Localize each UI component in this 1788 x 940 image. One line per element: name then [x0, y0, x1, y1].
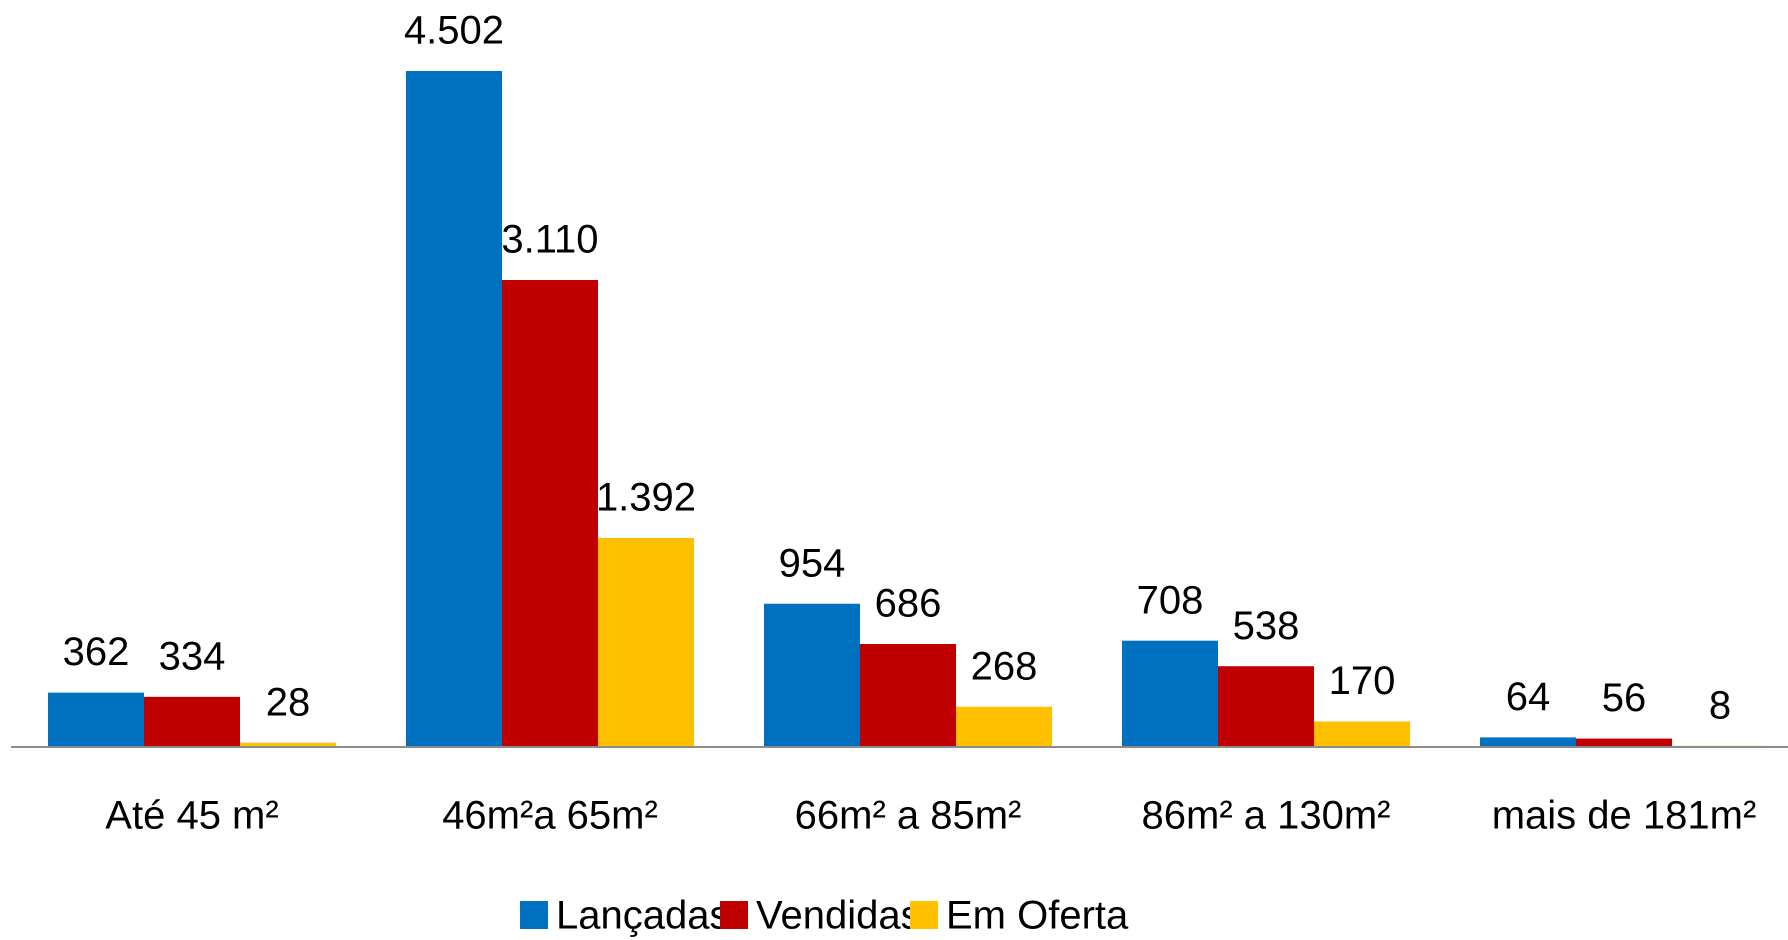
legend-swatch — [720, 901, 748, 929]
x-tick-label: 66m² a 85m² — [795, 794, 1022, 838]
data-label: 362 — [63, 630, 130, 674]
data-label: 538 — [1233, 604, 1300, 648]
bar — [956, 706, 1052, 747]
data-label: 268 — [971, 644, 1038, 688]
data-label: 4.502 — [404, 9, 504, 53]
legend-label: Vendidas — [756, 894, 921, 938]
bar — [240, 742, 336, 747]
data-label: 3.110 — [501, 218, 598, 262]
bar — [1314, 721, 1410, 747]
data-label: 64 — [1506, 675, 1551, 719]
legend-label: Lançadas — [556, 894, 729, 938]
x-tick-label: Até 45 m² — [105, 794, 278, 838]
data-label: 56 — [1602, 676, 1647, 720]
bar — [48, 692, 144, 747]
data-label: 686 — [875, 582, 942, 626]
bar — [598, 537, 694, 747]
bar — [502, 280, 598, 747]
bar — [1122, 640, 1218, 747]
bar — [1218, 666, 1314, 747]
data-label: 28 — [266, 680, 311, 724]
bar — [860, 643, 956, 747]
bar — [1480, 737, 1576, 747]
data-label: 1.392 — [596, 476, 696, 520]
data-label: 334 — [159, 634, 226, 678]
bar — [764, 603, 860, 747]
x-tick-label: 86m² a 130m² — [1142, 794, 1391, 838]
x-tick-label: mais de 181m² — [1492, 794, 1757, 838]
data-label: 708 — [1137, 578, 1204, 622]
data-label: 8 — [1709, 683, 1731, 727]
x-tick-label: 46m²a 65m² — [442, 794, 658, 838]
data-label: 954 — [779, 541, 846, 585]
legend-swatch — [910, 901, 938, 929]
legend-label: Em Oferta — [946, 894, 1129, 938]
legend-swatch — [520, 901, 548, 929]
bar — [1576, 738, 1672, 747]
bar — [406, 71, 502, 747]
data-label: 170 — [1329, 659, 1396, 703]
bar — [144, 696, 240, 747]
